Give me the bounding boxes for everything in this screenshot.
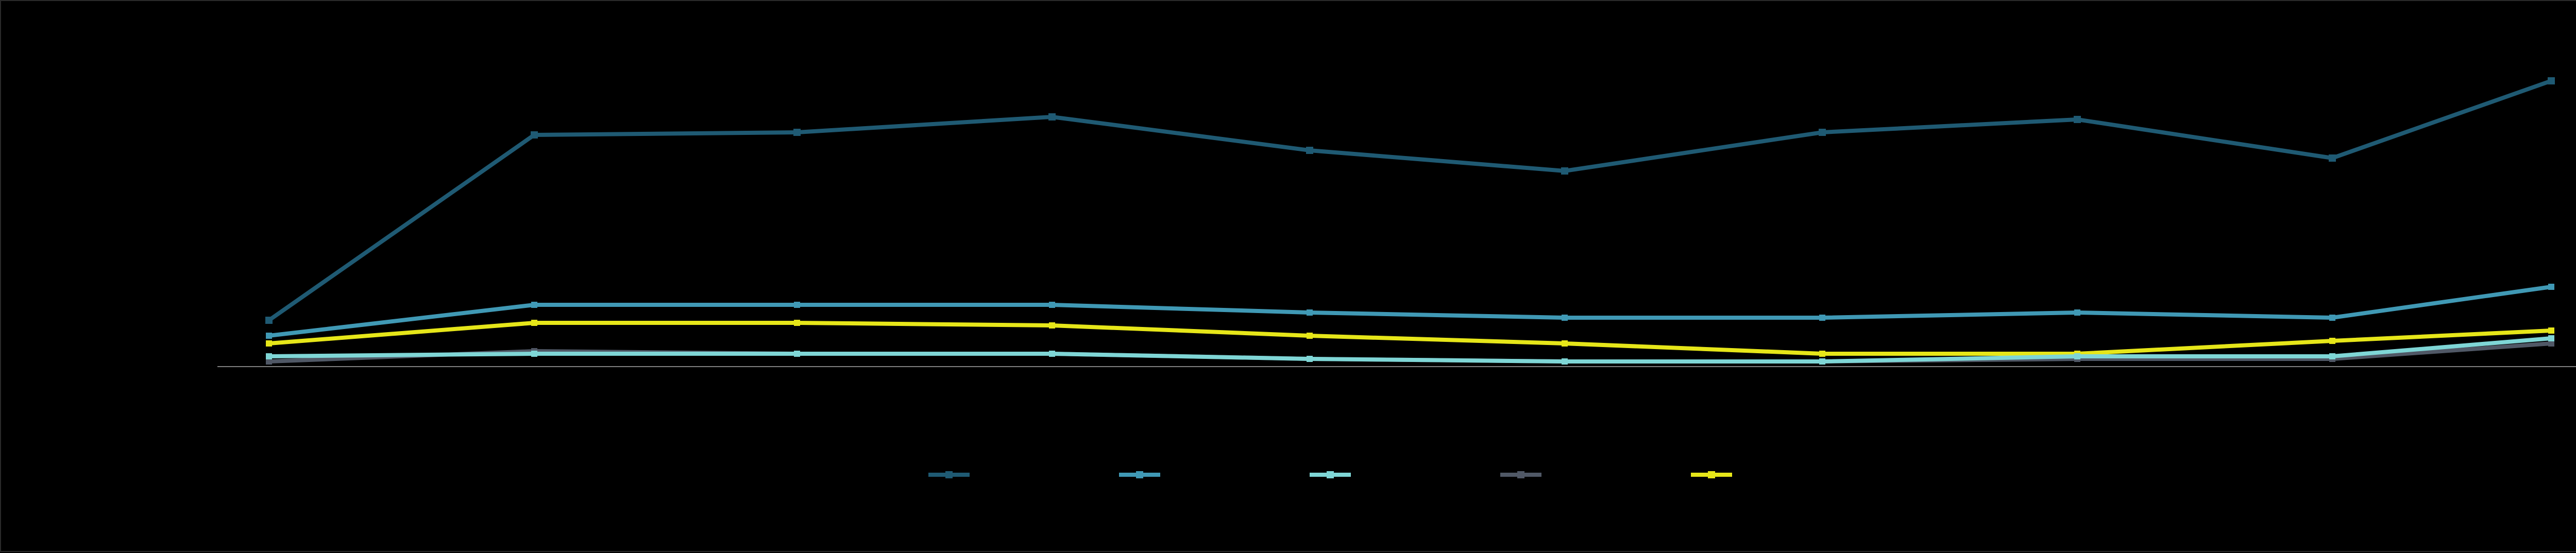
chart-canvas bbox=[1, 1, 2576, 553]
line-chart bbox=[0, 0, 2576, 552]
